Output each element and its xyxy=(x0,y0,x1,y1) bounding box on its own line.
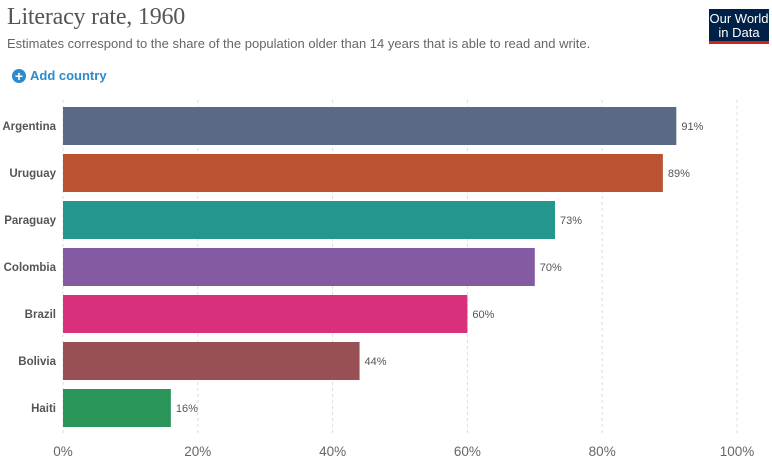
category-label: Haiti xyxy=(31,403,56,415)
value-label: 73% xyxy=(560,215,582,227)
value-label: 60% xyxy=(472,309,494,321)
category-label: Argentina xyxy=(2,121,56,133)
x-tick-label: 40% xyxy=(319,444,346,459)
bar-colombia xyxy=(63,248,535,286)
value-label: 16% xyxy=(176,403,198,415)
logo-line-1: Our World xyxy=(709,11,769,26)
bar-bolivia xyxy=(63,342,360,380)
x-tick-label: 0% xyxy=(53,444,73,459)
bar-argentina xyxy=(63,107,677,145)
x-tick-label: 20% xyxy=(184,444,211,459)
category-label: Paraguay xyxy=(4,215,56,227)
bar-brazil xyxy=(63,295,468,333)
x-tick-label: 60% xyxy=(454,444,481,459)
bar-uruguay xyxy=(63,154,663,192)
value-label: 44% xyxy=(365,356,387,368)
owid-logo[interactable]: Our World in Data xyxy=(709,9,769,44)
category-label: Brazil xyxy=(25,309,56,321)
add-country-button[interactable]: + Add country xyxy=(12,68,107,83)
chart-title: Literacy rate, 1960 xyxy=(7,4,186,30)
value-label: 70% xyxy=(540,262,562,274)
logo-line-2: in Data xyxy=(718,25,760,40)
value-label: 89% xyxy=(668,168,690,180)
logo-accent-bar xyxy=(709,41,769,44)
chart-subtitle: Estimates correspond to the share of the… xyxy=(7,36,591,51)
category-label: Bolivia xyxy=(18,356,56,368)
bar-haiti xyxy=(63,389,171,427)
value-label: 91% xyxy=(681,121,703,133)
x-tick-label: 100% xyxy=(720,444,755,459)
plus-circle-icon: + xyxy=(12,68,26,83)
bar-paraguay xyxy=(63,201,556,239)
category-label: Colombia xyxy=(4,262,57,274)
x-tick-label: 80% xyxy=(589,444,616,459)
category-label: Uruguay xyxy=(9,168,56,180)
add-country-label: Add country xyxy=(30,68,107,83)
